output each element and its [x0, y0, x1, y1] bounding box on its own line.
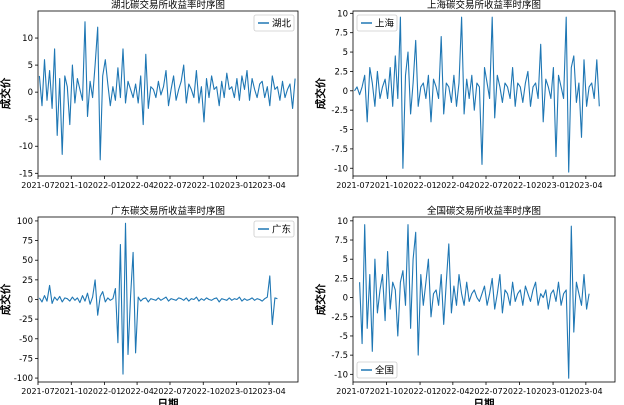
legend-label: 湖北 — [272, 19, 292, 30]
series-line-1 — [38, 21, 296, 161]
legend-label: 广东 — [272, 224, 291, 236]
y-tick-label: 10 — [337, 9, 348, 19]
y-tick-label: -25 — [19, 315, 33, 325]
y-tick-label: -7.5 — [331, 145, 348, 155]
x-axis-label: 日期 — [474, 397, 495, 405]
x-tick-label: 2023-04 — [252, 181, 285, 190]
chart-title: 湖北碳交易所收益率时序图 — [111, 0, 225, 11]
legend-label: 全国 — [375, 365, 394, 377]
axes-frame — [352, 216, 616, 383]
chart-panel-2: 上海碳交易所收益率时序图 -10 -7.5 -5 -2.5 0 2.5 5 7.5 10 2021-… — [314, 0, 616, 190]
y-tick-label: -2.5 — [331, 313, 348, 323]
y-tick-label: -75 — [19, 354, 33, 364]
legend-box — [356, 361, 398, 379]
legend-box — [253, 14, 295, 32]
y-tick-label: 5 — [343, 255, 348, 265]
x-tick-label: 2022-07 — [469, 387, 502, 396]
y-tick-label: 2.5 — [334, 274, 348, 284]
series-line-1 — [354, 16, 600, 173]
y-tick-label: -10 — [19, 142, 33, 152]
x-tick-label: 2022-10 — [187, 181, 220, 190]
x-tick-label: 2021-10 — [370, 181, 403, 190]
x-tick-label: 2022-07 — [153, 181, 186, 190]
axes-frame — [37, 10, 299, 177]
chart-panel-4: 全国碳交易所收益率时序图 -10 -7.5 -5 -2.5 0 2.5 5 7.5 10 2021-… — [314, 205, 616, 405]
axes-frame — [352, 10, 616, 177]
x-tick-label: 2021-07 — [21, 387, 54, 396]
x-axis-label: 日期 — [158, 397, 179, 405]
y-axis-label: 成交价 — [314, 283, 327, 315]
x-tick-label: 2022-04 — [120, 181, 153, 190]
y-tick-label: 10 — [337, 217, 348, 227]
y-tick-label: 7.5 — [334, 29, 348, 39]
y-tick-label: -100 — [14, 374, 33, 384]
y-tick-label: -5 — [340, 332, 348, 342]
x-tick-label: 2021-10 — [370, 387, 403, 396]
y-axis-label: 成交价 — [0, 283, 12, 315]
x-tick-label: 2021-07 — [21, 181, 54, 190]
y-tick-label: -2.5 — [331, 106, 348, 116]
legend-label: 上海 — [375, 18, 395, 30]
x-tick-label: 2022-01 — [403, 387, 436, 396]
legend: 全国 — [356, 361, 398, 379]
x-tick-label: 2022-04 — [436, 387, 469, 396]
x-tick-label: 2022-01 — [403, 181, 436, 190]
y-axis-label: 成交价 — [314, 77, 327, 109]
x-tick-label: 2022-10 — [187, 387, 220, 396]
x-tick-label: 2021-07 — [336, 181, 369, 190]
x-tick-label: 2023-04 — [252, 387, 285, 396]
y-tick-label: 75 — [22, 237, 33, 247]
x-tick-label: 2021-10 — [55, 181, 88, 190]
x-tick-label: 2023-01 — [220, 181, 253, 190]
y-tick-label: -50 — [19, 335, 33, 345]
y-tick-label: 25 — [22, 276, 33, 286]
y-tick-label: 100 — [17, 217, 33, 227]
y-tick-label: 0 — [343, 87, 348, 97]
x-tick-label: 2022-07 — [153, 387, 186, 396]
chart-title: 全国碳交易所收益率时序图 — [427, 205, 541, 217]
y-tick-label: 10 — [22, 34, 33, 44]
chart-title: 广东碳交易所收益率时序图 — [111, 205, 225, 217]
y-tick-label: -10 — [334, 370, 348, 380]
y-tick-label: 50 — [22, 256, 33, 266]
x-tick-label: 2021-10 — [55, 387, 88, 396]
x-tick-label: 2023-04 — [569, 181, 602, 190]
y-tick-label: 5 — [28, 61, 33, 71]
y-tick-label: 7.5 — [334, 236, 348, 246]
x-tick-label: 2022-04 — [120, 387, 153, 396]
legend: 广东 — [253, 220, 295, 238]
y-axis-label: 成交价 — [0, 77, 12, 109]
x-tick-label: 2022-01 — [88, 387, 121, 396]
x-tick-label: 2022-07 — [469, 181, 502, 190]
x-tick-label: 2022-10 — [503, 181, 536, 190]
y-tick-label: -15 — [19, 169, 33, 179]
legend-box — [253, 220, 295, 238]
legend: 湖北 — [253, 14, 295, 32]
x-tick-label: 2023-01 — [220, 387, 253, 396]
series-line-1 — [359, 224, 590, 379]
chart-panel-3: 广东碳交易所收益率时序图 -100 -75 -50 -25 0 25 50 75 100 2021-… — [0, 205, 299, 405]
x-tick-label: 2023-04 — [569, 387, 602, 396]
y-tick-label: -5 — [340, 126, 348, 136]
chart-title: 上海碳交易所收益率时序图 — [427, 0, 541, 11]
y-tick-label: 2.5 — [334, 67, 348, 77]
x-tick-label: 2023-01 — [536, 181, 569, 190]
x-tick-label: 2021-07 — [336, 387, 369, 396]
y-tick-label: 5 — [343, 48, 348, 58]
y-tick-label: 0 — [343, 294, 348, 304]
series-line-1 — [38, 222, 278, 375]
y-tick-label: -5 — [25, 115, 33, 125]
y-tick-label: 0 — [28, 296, 33, 306]
x-tick-label: 2022-01 — [88, 181, 121, 190]
y-tick-label: -10 — [334, 164, 348, 174]
x-tick-label: 2023-01 — [536, 387, 569, 396]
y-tick-label: -7.5 — [331, 351, 348, 361]
y-tick-label: 0 — [28, 88, 33, 98]
x-tick-label: 2022-04 — [436, 181, 469, 190]
x-tick-label: 2022-10 — [503, 387, 536, 396]
legend-box — [356, 14, 398, 32]
legend: 上海 — [356, 14, 398, 32]
